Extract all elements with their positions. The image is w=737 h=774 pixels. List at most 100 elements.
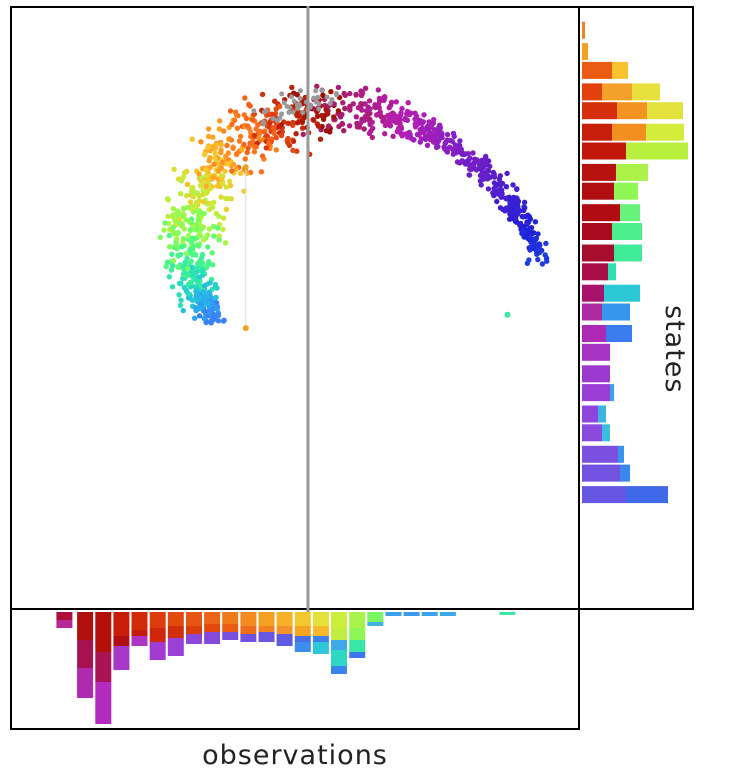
states-hist-bar (598, 405, 606, 423)
scatter-point (212, 151, 218, 157)
observations-hist-bar (421, 612, 438, 616)
observations-hist-bar (276, 634, 293, 646)
scatter-point (271, 125, 277, 131)
states-hist-bar (602, 424, 610, 442)
states-hist-bar (582, 163, 616, 181)
scatter-point (211, 233, 217, 239)
states-hist-bar (582, 61, 612, 79)
scatter-point (193, 199, 200, 205)
scatter-point (476, 165, 482, 172)
states-hist-bar (604, 284, 640, 302)
scatter-point-faded (289, 94, 294, 100)
scatter-point (253, 126, 259, 132)
scatter-point (164, 259, 171, 265)
scatter-point (230, 161, 237, 168)
scatter-point (213, 294, 219, 301)
observations-hist-bar (349, 652, 366, 658)
scatter-point (347, 103, 353, 110)
scatter-point (527, 246, 533, 252)
scatter-point (451, 133, 457, 140)
scatter-point-faded (313, 88, 319, 94)
observations-hist-bar (204, 624, 221, 632)
scatter-point (314, 83, 320, 90)
scatter-point (190, 194, 196, 200)
scatter-point (186, 218, 192, 225)
scatter-point (192, 315, 198, 321)
scatter-point (210, 317, 217, 323)
observations-hist-bar (331, 650, 347, 666)
scatter-point (353, 91, 359, 98)
scatter-point (205, 262, 211, 268)
scatter-point (210, 134, 216, 140)
scatter-point (249, 117, 256, 123)
scatter-point (176, 216, 182, 222)
scatter-point (325, 124, 332, 130)
scatter-point (214, 306, 220, 312)
scatter-point (226, 160, 232, 167)
scatter-point (201, 315, 207, 321)
observations-hist-bar (240, 626, 257, 634)
scatter-point (242, 156, 248, 162)
scatter-point (187, 199, 194, 205)
scatter-point (273, 147, 279, 153)
scatter-point (366, 117, 372, 124)
scatter-point (485, 158, 492, 164)
scatter-point (202, 188, 208, 195)
scatter-point-faded (279, 91, 285, 97)
scatter-point (503, 184, 510, 190)
scatter-point (514, 195, 520, 201)
observations-hist-bar (167, 626, 184, 638)
scatter-point (216, 126, 223, 132)
states-hist-bar (612, 61, 628, 79)
scatter-point (162, 220, 168, 226)
scatter-point (178, 297, 184, 303)
scatter-point (181, 270, 187, 276)
states-hist-bar (582, 405, 598, 423)
scatter-point (300, 131, 306, 138)
scatter-point (183, 193, 190, 199)
scatter-point (358, 92, 365, 99)
scatter-point (175, 253, 182, 259)
scatter-point (418, 136, 425, 142)
outlier-point (242, 325, 249, 332)
scatter-point (179, 244, 185, 250)
scatter-point (358, 88, 364, 94)
scatter-point (180, 307, 186, 314)
states-hist-bar (582, 21, 585, 39)
scatter-point (514, 206, 520, 212)
scatter-point (198, 139, 204, 145)
scatter-point (359, 107, 365, 113)
scatter-point (168, 267, 175, 273)
scatter-point (532, 219, 539, 225)
scatter-point (184, 255, 190, 261)
observations-hist-bar (258, 632, 275, 642)
observations-hist-bar (312, 626, 329, 636)
scatter-point (544, 258, 550, 264)
observations-hist-bar (113, 612, 130, 636)
observations-hist-bar (95, 652, 112, 682)
scatter-point (244, 149, 250, 156)
scatter-point (196, 193, 202, 199)
scatter-point (175, 209, 181, 216)
observations-hist-bar (167, 638, 184, 656)
states-hist-bar (582, 486, 626, 504)
scatter-point (416, 132, 422, 138)
scatter-point (263, 145, 269, 151)
observations-hist-bar (131, 630, 148, 636)
scatter-point (290, 119, 296, 126)
scatter-point (520, 229, 526, 235)
scatter-point (521, 207, 527, 214)
scatter-point (539, 261, 546, 267)
scatter-point (245, 145, 251, 151)
scatter-point (365, 104, 371, 110)
observations-hist-bar (113, 636, 130, 646)
scatter-point (458, 146, 464, 153)
scatter-point (205, 133, 212, 140)
scatter-point (233, 112, 240, 119)
states-hist-bar (582, 303, 602, 321)
scatter-point (200, 237, 207, 243)
scatter-point (535, 256, 541, 263)
scatter-point (486, 174, 493, 180)
states-hist-bar (612, 223, 642, 240)
scatter-point (241, 112, 247, 118)
